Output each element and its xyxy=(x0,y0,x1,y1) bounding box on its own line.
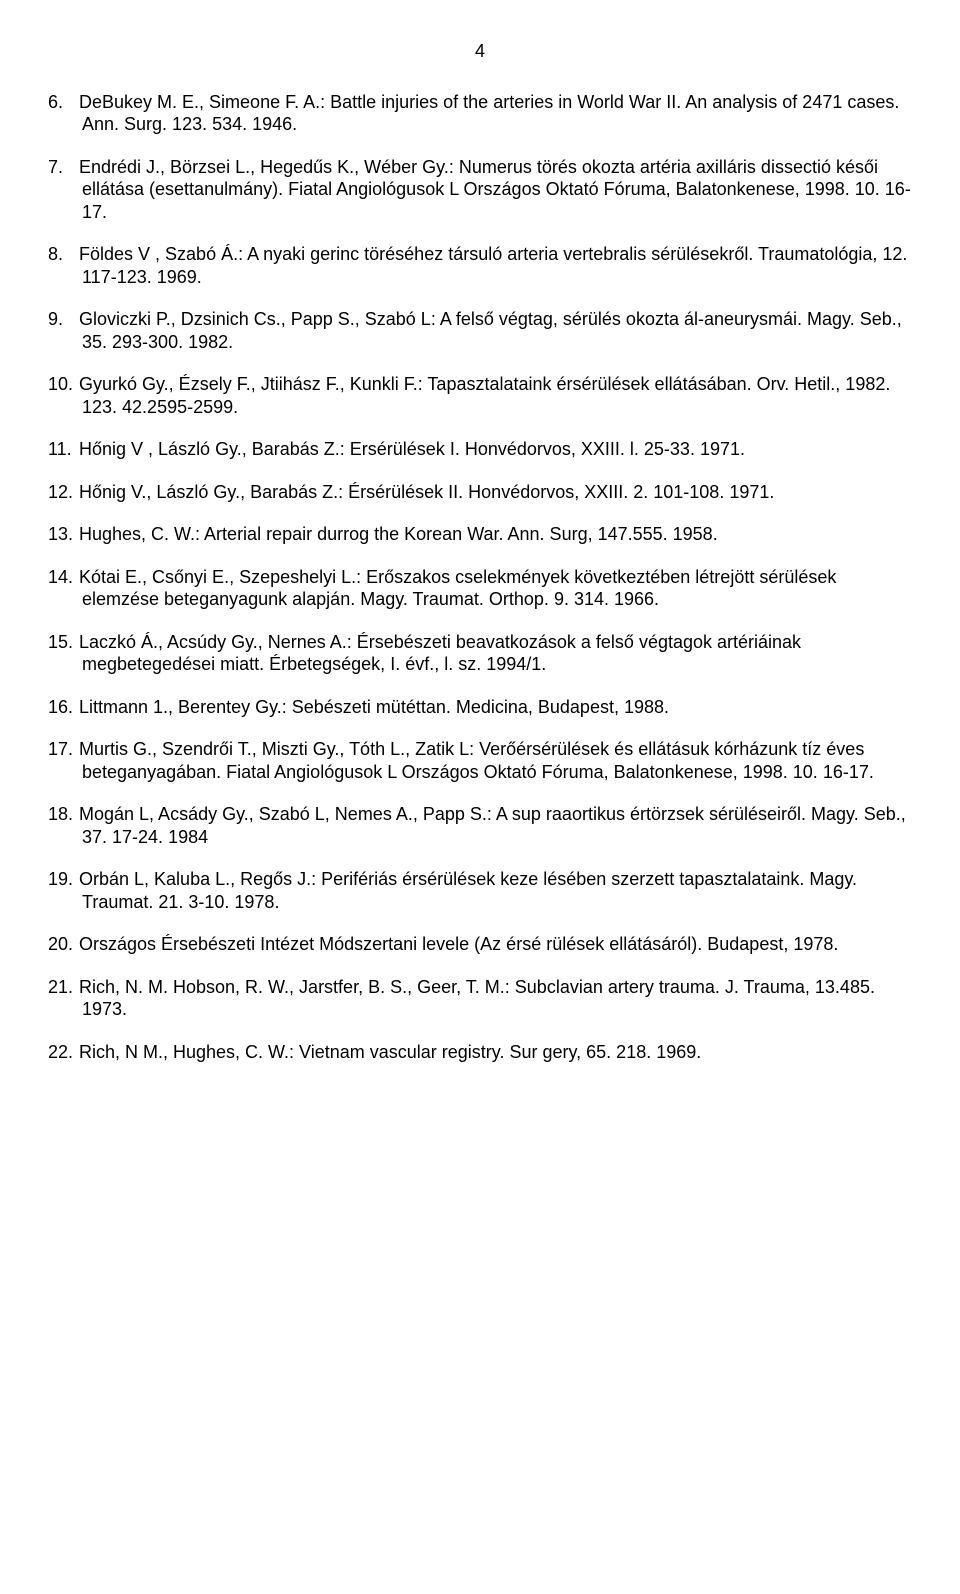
reference-text: Littmann 1., Berentey Gy.: Sebészeti müt… xyxy=(74,697,669,717)
reference-item: 21. Rich, N. M. Hobson, R. W., Jarstfer,… xyxy=(48,976,912,1021)
reference-item: 10. Gyurkó Gy., Ézsely F., Jtiihász F., … xyxy=(48,373,912,418)
reference-item: 7. Endrédi J., Börzsei L., Hegedűs K., W… xyxy=(48,156,912,224)
reference-number: 16. xyxy=(48,696,74,719)
reference-item: 6. DeBukey M. E., Simeone F. A.: Battle … xyxy=(48,91,912,136)
reference-number: 11. xyxy=(48,438,74,461)
reference-text: Országos Érsebészeti Intézet Módszertani… xyxy=(74,934,838,954)
reference-text: Rich, N. M. Hobson, R. W., Jarstfer, B. … xyxy=(74,977,875,1020)
reference-text: Mogán L, Acsády Gy., Szabó L, Nemes A., … xyxy=(74,804,906,847)
reference-number: 17. xyxy=(48,738,74,761)
reference-text: Orbán L, Kaluba L., Regős J.: Perifériás… xyxy=(74,869,857,912)
reference-text: Hőnig V., László Gy., Barabás Z.: Érsérü… xyxy=(74,482,774,502)
reference-number: 18. xyxy=(48,803,74,826)
reference-item: 11. Hőnig V , László Gy., Barabás Z.: Er… xyxy=(48,438,912,461)
reference-text: Kótai E., Csőnyi E., Szepeshelyi L.: Erő… xyxy=(74,567,836,610)
reference-item: 20. Országos Érsebészeti Intézet Módszer… xyxy=(48,933,912,956)
reference-number: 14. xyxy=(48,566,74,589)
reference-text: Laczkó Á., Acsúdy Gy., Nernes A.: Érsebé… xyxy=(74,632,801,675)
reference-item: 9. Gloviczki P., Dzsinich Cs., Papp S., … xyxy=(48,308,912,353)
reference-item: 18. Mogán L, Acsády Gy., Szabó L, Nemes … xyxy=(48,803,912,848)
reference-item: 14. Kótai E., Csőnyi E., Szepeshelyi L.:… xyxy=(48,566,912,611)
reference-item: 22. Rich, N M., Hughes, C. W.: Vietnam v… xyxy=(48,1041,912,1064)
reference-text: Hughes, C. W.: Arterial repair durrog th… xyxy=(74,524,718,544)
reference-text: Gyurkó Gy., Ézsely F., Jtiihász F., Kunk… xyxy=(74,374,890,417)
reference-number: 7. xyxy=(48,156,74,179)
reference-number: 20. xyxy=(48,933,74,956)
reference-text: DeBukey M. E., Simeone F. A.: Battle inj… xyxy=(74,92,899,135)
reference-item: 13. Hughes, C. W.: Arterial repair durro… xyxy=(48,523,912,546)
reference-text: Murtis G., Szendrői T., Miszti Gy., Tóth… xyxy=(74,739,874,782)
reference-number: 22. xyxy=(48,1041,74,1064)
reference-text: Endrédi J., Börzsei L., Hegedűs K., Wébe… xyxy=(74,157,911,222)
reference-item: 17. Murtis G., Szendrői T., Miszti Gy., … xyxy=(48,738,912,783)
reference-text: Földes V , Szabó Á.: A nyaki gerinc töré… xyxy=(74,244,907,287)
reference-item: 12. Hőnig V., László Gy., Barabás Z.: Ér… xyxy=(48,481,912,504)
reference-number: 13. xyxy=(48,523,74,546)
reference-list: 6. DeBukey M. E., Simeone F. A.: Battle … xyxy=(48,91,912,1064)
reference-item: 8. Földes V , Szabó Á.: A nyaki gerinc t… xyxy=(48,243,912,288)
reference-number: 10. xyxy=(48,373,74,396)
reference-text: Rich, N M., Hughes, C. W.: Vietnam vascu… xyxy=(74,1042,701,1062)
reference-item: 16. Littmann 1., Berentey Gy.: Sebészeti… xyxy=(48,696,912,719)
reference-item: 19. Orbán L, Kaluba L., Regős J.: Perifé… xyxy=(48,868,912,913)
reference-item: 15. Laczkó Á., Acsúdy Gy., Nernes A.: Ér… xyxy=(48,631,912,676)
reference-number: 12. xyxy=(48,481,74,504)
reference-number: 21. xyxy=(48,976,74,999)
reference-number: 15. xyxy=(48,631,74,654)
page-number: 4 xyxy=(48,40,912,63)
reference-text: Gloviczki P., Dzsinich Cs., Papp S., Sza… xyxy=(74,309,902,352)
reference-number: 6. xyxy=(48,91,74,114)
reference-text: Hőnig V , László Gy., Barabás Z.: Ersérü… xyxy=(74,439,745,459)
reference-number: 19. xyxy=(48,868,74,891)
reference-number: 9. xyxy=(48,308,74,331)
reference-number: 8. xyxy=(48,243,74,266)
